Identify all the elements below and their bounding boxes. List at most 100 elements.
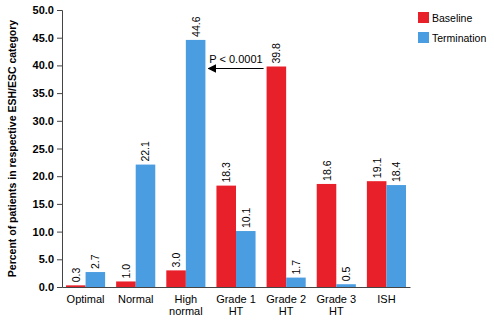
legend-label: Baseline: [432, 12, 472, 24]
x-tick-label-line: Normal: [118, 293, 153, 305]
y-tick-label: 45.0: [33, 32, 54, 44]
bar: [166, 270, 186, 287]
y-tick-mark: [57, 93, 62, 94]
bar: [216, 186, 236, 287]
y-tick: 0.0: [39, 281, 62, 293]
y-axis-title: Percent of patients in respective ESH/ES…: [6, 20, 18, 277]
y-tick: 10.0: [33, 226, 62, 238]
y-tick-label: 25.0: [33, 143, 54, 155]
x-tick-label-line: Grade 1: [216, 293, 256, 305]
x-tick-label: Grade 3HT: [316, 293, 356, 318]
x-tick-label-line: HT: [329, 305, 344, 317]
bar: [186, 40, 206, 287]
x-tick: ISH: [377, 287, 395, 305]
x-tick: Highnormal: [169, 287, 203, 317]
legend: Baseline Termination: [418, 12, 486, 44]
legend-label: Termination: [432, 32, 486, 44]
x-tick-label: Grade 1HT: [216, 293, 256, 318]
data-label: 1.7: [290, 260, 302, 275]
y-tick-mark: [57, 38, 62, 39]
y-tick-label: 50.0: [33, 4, 54, 16]
x-tick-label-line: ISH: [377, 293, 395, 305]
data-label: 1.0: [120, 264, 132, 279]
y-tick: 40.0: [33, 59, 62, 71]
y-tick-label: 10.0: [33, 226, 54, 238]
annotation: P < 0.0001: [209, 53, 262, 65]
y-axis-line: [57, 11, 63, 288]
y-tick-mark: [57, 287, 62, 288]
data-label: 19.1: [371, 158, 383, 179]
bar: [286, 278, 306, 287]
bar: [386, 185, 406, 287]
y-tick-mark: [57, 259, 62, 260]
y-tick-label: 0.0: [39, 281, 54, 293]
x-tick-label-line: Grade 3: [316, 293, 356, 305]
x-tick-label-line: HT: [229, 305, 244, 317]
x-tick-label: ISH: [377, 293, 395, 305]
bar: [86, 272, 106, 287]
y-tick-mark: [57, 149, 62, 150]
annotation-arrow: [208, 68, 263, 69]
y-tick: 15.0: [33, 198, 62, 210]
y-axis: 0.0 5.0 10.0 15.0 20.0 25.0 30.0 35.0 40.0 45.0 50…: [33, 4, 63, 293]
data-label: 18.3: [220, 162, 232, 183]
x-axis: OptimalNormalHighnormalGrade 1HTGrade 2H…: [63, 287, 411, 317]
x-tick: Optimal: [67, 287, 105, 305]
y-tick: 20.0: [33, 170, 62, 182]
legend-swatch: [418, 32, 429, 43]
y-tick-mark: [57, 232, 62, 233]
bar: [336, 284, 356, 287]
data-label: 18.4: [390, 161, 402, 182]
x-tick-label-line: High: [175, 293, 198, 305]
data-label: 2.7: [89, 254, 101, 269]
data-label: 18.6: [321, 160, 333, 181]
x-tick: Grade 2HT: [266, 287, 306, 317]
y-tick-label: 15.0: [33, 198, 54, 210]
y-tick-mark: [57, 65, 62, 66]
y-tick-mark: [57, 204, 62, 205]
x-tick: Normal: [118, 287, 153, 305]
x-tick-label-line: HT: [279, 305, 294, 317]
y-tick: 50.0: [33, 4, 62, 16]
y-tick: 45.0: [33, 32, 62, 44]
y-tick: 35.0: [33, 87, 62, 99]
bar: [317, 184, 337, 287]
y-tick-label: 30.0: [33, 115, 54, 127]
x-tick-label: Normal: [118, 293, 153, 305]
y-tick-mark: [57, 121, 62, 122]
y-tick-label: 40.0: [33, 59, 54, 71]
data-label: 22.1: [139, 141, 151, 162]
x-tick-label-line: normal: [169, 305, 203, 317]
bar: [236, 231, 256, 287]
data-labels: 0.3 1.0 3.0 18.3 39.8 18.6 19.1 2.7 22.1 44.6 10.1…: [70, 16, 402, 282]
y-tick-label: 35.0: [33, 87, 54, 99]
y-tick-label: 20.0: [33, 170, 54, 182]
data-label: 10.1: [240, 207, 252, 228]
x-tick-label-line: Grade 2: [266, 293, 306, 305]
y-tick: 30.0: [33, 115, 62, 127]
x-tick-label: Highnormal: [169, 293, 203, 318]
x-tick: Grade 1HT: [216, 287, 256, 317]
y-tick-mark: [57, 10, 62, 11]
data-label: 0.3: [70, 268, 82, 283]
bar: [66, 285, 86, 287]
data-label: 39.8: [270, 43, 282, 64]
data-label: 0.5: [340, 266, 352, 281]
y-tick: 5.0: [39, 253, 62, 265]
y-tick-mark: [57, 176, 62, 177]
x-tick-label: Grade 2HT: [266, 293, 306, 318]
chart: 0.0 5.0 10.0 15.0 20.0 25.0 30.0 35.0 40.0 45.0 50…: [0, 0, 494, 334]
data-label: 3.0: [170, 253, 182, 268]
x-axis-line: [63, 287, 411, 288]
bar: [116, 281, 136, 287]
data-label: 44.6: [190, 16, 202, 37]
legend-item: Termination: [418, 32, 486, 44]
bar: [367, 181, 387, 287]
y-tick-label: 5.0: [39, 253, 54, 265]
legend-swatch: [418, 12, 429, 23]
bars: [66, 40, 406, 287]
x-tick-label-line: Optimal: [67, 293, 105, 305]
y-tick: 25.0: [33, 143, 62, 155]
bar: [136, 165, 156, 287]
x-tick: Grade 3HT: [316, 287, 356, 317]
